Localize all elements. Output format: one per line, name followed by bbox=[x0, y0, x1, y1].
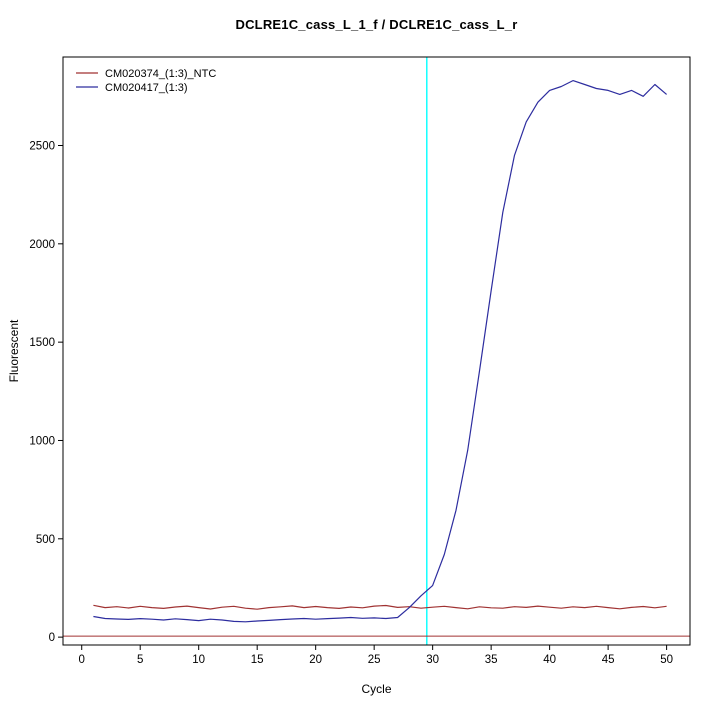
x-tick-label: 15 bbox=[251, 654, 264, 666]
y-tick-label: 2000 bbox=[29, 239, 55, 251]
x-tick-label: 35 bbox=[485, 654, 498, 666]
x-tick-label: 45 bbox=[602, 654, 615, 666]
sample-series-line bbox=[93, 79, 667, 623]
y-tick-label: 0 bbox=[49, 632, 55, 644]
ntc-series-line bbox=[93, 604, 667, 610]
legend-label-sample: CM020417_(1:3) bbox=[105, 82, 188, 94]
y-tick-label: 1500 bbox=[29, 337, 55, 349]
plot-frame bbox=[62, 56, 691, 646]
x-tick-label: 5 bbox=[137, 654, 143, 666]
x-tick-label: 25 bbox=[368, 654, 381, 666]
y-tick-label: 500 bbox=[36, 534, 55, 546]
x-tick-label: 30 bbox=[426, 654, 439, 666]
x-tick-label: 20 bbox=[309, 654, 322, 666]
x-tick-label: 0 bbox=[79, 654, 85, 666]
x-tick-label: 40 bbox=[543, 654, 556, 666]
y-tick-label: 2500 bbox=[29, 140, 55, 152]
x-axis-label: Cycle bbox=[361, 682, 392, 696]
y-tick-label: 1000 bbox=[29, 435, 55, 447]
chart-title: DCLRE1C_cass_L_1_f / DCLRE1C_cass_L_r bbox=[235, 17, 518, 32]
x-tick-label: 50 bbox=[660, 654, 673, 666]
x-tick-label: 10 bbox=[192, 654, 205, 666]
legend-label-ntc: CM020374_(1:3)_NTC bbox=[105, 68, 216, 80]
